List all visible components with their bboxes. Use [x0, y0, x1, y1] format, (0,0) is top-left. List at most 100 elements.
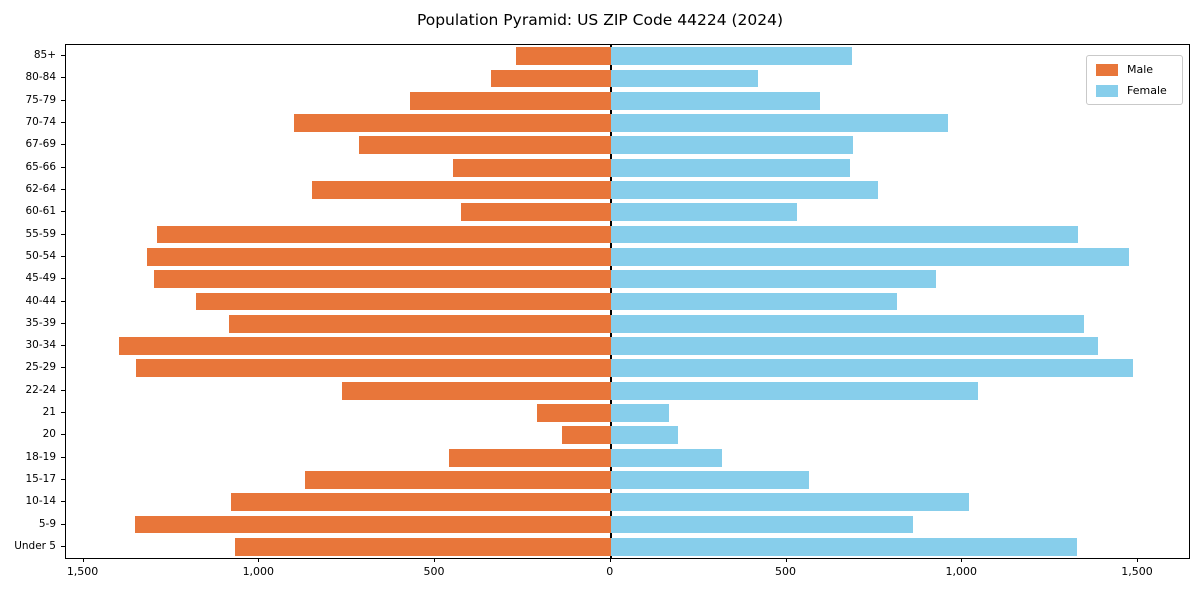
y-tick-mark	[61, 367, 65, 369]
bar-female-21	[610, 404, 669, 422]
bar-female-25-29	[610, 359, 1133, 378]
y-tick-label: 20	[42, 428, 56, 441]
y-tick-mark	[61, 389, 65, 391]
bar-male-75-79	[410, 91, 611, 110]
bar-male-10-14	[231, 493, 611, 512]
bar-female-Under 5	[610, 537, 1077, 556]
x-tick-label: 1,000	[242, 565, 275, 578]
y-tick-mark	[61, 456, 65, 458]
x-axis: 1,500 1,000 500 0 500 1,000 1,500	[65, 558, 1188, 584]
y-tick-mark	[61, 545, 65, 547]
bar-male-40-44	[196, 292, 611, 311]
y-axis: 85+ 80-84 75-79 70-74 67-69 65-66 62-64 60-61 55…	[0, 44, 65, 557]
bar-female-22-24	[610, 381, 979, 400]
x-tick-label: 1,500	[66, 565, 99, 578]
bar-female-85+	[610, 47, 852, 66]
y-tick-mark	[61, 501, 65, 503]
x-tick-label: 0	[606, 565, 614, 578]
y-tick-mark	[61, 412, 65, 414]
legend-entry-female: Female	[1096, 84, 1172, 97]
bar-male-67-69	[359, 136, 611, 155]
y-tick-mark	[61, 55, 65, 57]
chart-title: Population Pyramid: US ZIP Code 44224 (2…	[416, 11, 784, 29]
y-tick-label: 5-9	[38, 517, 56, 530]
bar-female-15-17	[610, 471, 810, 489]
y-tick-mark	[61, 345, 65, 347]
bar-male-80-84	[491, 69, 611, 88]
bar-male-62-64	[312, 181, 611, 199]
bar-female-18-19	[610, 448, 722, 467]
x-tick-label: 1,500	[1121, 565, 1153, 578]
y-tick-mark	[61, 166, 65, 168]
bar-female-50-54	[610, 247, 1130, 266]
bar-male-35-39	[229, 314, 611, 333]
y-tick-mark	[61, 99, 65, 101]
y-tick-label: 45-49	[25, 272, 56, 285]
bar-female-55-59	[610, 225, 1079, 244]
x-tick-mark	[434, 558, 436, 562]
x-tick-mark	[609, 558, 611, 562]
bar-female-60-61	[610, 203, 798, 222]
bar-female-10-14	[610, 493, 970, 512]
bar-male-30-34	[118, 337, 611, 355]
bar-female-45-49	[610, 270, 936, 289]
y-tick-mark	[61, 434, 65, 436]
y-tick-label: 25-29	[25, 361, 56, 374]
y-tick-label: 60-61	[25, 205, 56, 218]
legend-entry-male: Male	[1096, 63, 1172, 76]
bar-male-65-66	[452, 158, 611, 177]
y-tick-label: 70-74	[25, 116, 56, 129]
x-tick-label: 1,000	[945, 565, 978, 578]
y-tick-label: 18-19	[25, 450, 56, 463]
x-tick-mark	[258, 558, 260, 562]
y-tick-label: 80-84	[25, 71, 56, 84]
y-tick-label: 30-34	[25, 339, 56, 352]
x-tick-mark	[1137, 558, 1139, 562]
x-tick-label: 500	[423, 565, 445, 578]
y-tick-label: 65-66	[25, 160, 56, 173]
bar-male-85+	[515, 47, 611, 66]
bar-male-50-54	[146, 247, 611, 266]
legend: Male Female	[1086, 55, 1183, 105]
y-tick-label: 75-79	[25, 93, 56, 106]
bar-male-22-24	[341, 381, 611, 400]
bar-male-18-19	[449, 448, 611, 467]
x-tick-mark	[785, 558, 787, 562]
y-tick-mark	[61, 278, 65, 280]
y-tick-label: 50-54	[25, 249, 56, 262]
bar-male-15-17	[305, 471, 611, 489]
bar-male-Under 5	[234, 537, 611, 556]
bar-male-45-49	[153, 270, 611, 289]
legend-label-female: Female	[1127, 84, 1167, 97]
legend-swatch-male	[1096, 63, 1118, 76]
legend-label-male: Male	[1127, 63, 1154, 76]
bar-male-20	[561, 426, 611, 445]
bar-male-5-9	[134, 515, 611, 534]
y-tick-label: 15-17	[25, 472, 56, 485]
bar-female-70-74	[610, 114, 949, 132]
legend-swatch-female	[1096, 84, 1118, 97]
y-tick-label: 85+	[33, 49, 56, 62]
y-tick-mark	[61, 322, 65, 324]
plot-area: Male Female	[65, 44, 1190, 559]
y-tick-label: 22-24	[25, 383, 56, 396]
bar-female-65-66	[610, 158, 850, 177]
bar-female-35-39	[610, 314, 1084, 333]
y-tick-mark	[61, 144, 65, 146]
y-tick-label: 62-64	[25, 182, 56, 195]
y-tick-mark	[61, 77, 65, 79]
y-tick-label: Under 5	[14, 539, 56, 552]
bar-male-70-74	[294, 114, 611, 132]
y-tick-mark	[61, 300, 65, 302]
y-tick-label: 10-14	[25, 495, 56, 508]
bar-female-80-84	[610, 69, 759, 88]
y-tick-mark	[61, 122, 65, 124]
y-tick-label: 67-69	[25, 138, 56, 151]
x-tick-mark	[82, 558, 84, 562]
bar-male-25-29	[136, 359, 611, 378]
y-tick-mark	[61, 478, 65, 480]
bar-female-67-69	[610, 136, 854, 155]
y-tick-label: 21	[42, 406, 56, 419]
y-tick-mark	[61, 255, 65, 257]
